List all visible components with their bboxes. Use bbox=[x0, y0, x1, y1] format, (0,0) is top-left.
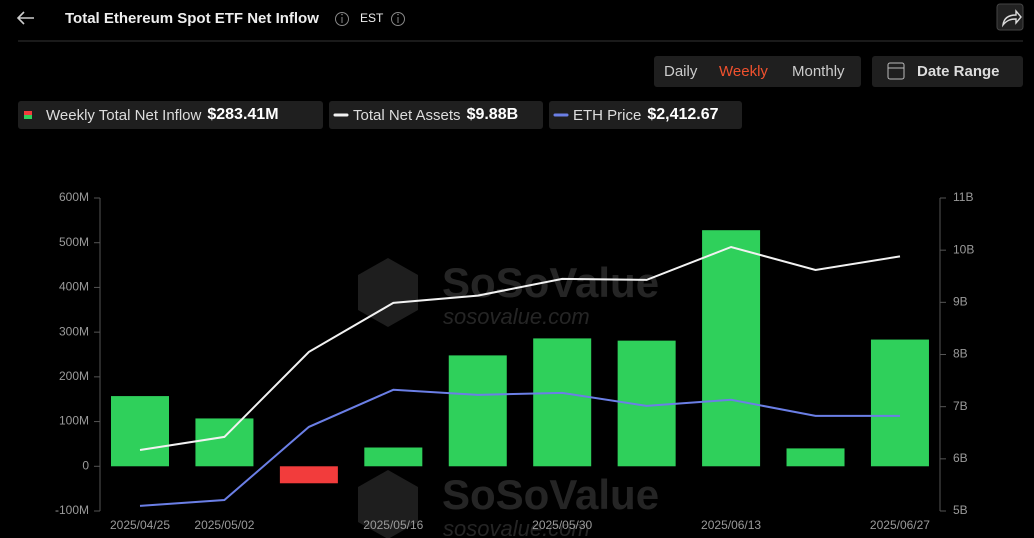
legend-chip bbox=[18, 101, 323, 129]
y2-tick-label: 9B bbox=[953, 295, 968, 309]
y-tick-label: -100M bbox=[55, 503, 89, 517]
period-switcher bbox=[654, 56, 861, 87]
y2-tick-label: 11B bbox=[953, 190, 973, 204]
bar bbox=[364, 447, 423, 467]
bar bbox=[702, 230, 761, 467]
legend-label: Total Net Assets bbox=[353, 107, 461, 124]
x-tick-label: 2025/04/25 bbox=[110, 518, 170, 532]
legend-chip bbox=[549, 101, 742, 129]
x-tick-label: 2025/05/30 bbox=[532, 518, 592, 532]
bar bbox=[279, 466, 338, 484]
info-icon[interactable] bbox=[335, 12, 349, 26]
bar bbox=[111, 396, 169, 467]
y2-tick-label: 5B bbox=[953, 503, 968, 517]
legend-swatch bbox=[24, 115, 32, 119]
y2-tick-label: 10B bbox=[953, 242, 974, 256]
line-series bbox=[139, 245, 901, 451]
bar bbox=[786, 448, 845, 467]
legend-chip bbox=[329, 101, 543, 129]
y-tick-label: 200M bbox=[59, 369, 89, 383]
legend-label: Weekly Total Net Inflow bbox=[46, 107, 202, 124]
legend-label: ETH Price bbox=[573, 107, 641, 124]
x-tick-label: 2025/05/16 bbox=[363, 518, 423, 532]
back-button[interactable] bbox=[16, 11, 34, 25]
bar bbox=[870, 339, 929, 467]
y2-tick-label: 6B bbox=[953, 451, 968, 465]
page-title: Total Ethereum Spot ETF Net Inflow bbox=[65, 10, 319, 27]
y-tick-label: 0 bbox=[82, 458, 89, 472]
watermark-url: sosovalue.com bbox=[443, 304, 590, 329]
watermark: SoSoValue sosovalue.com SoSoValue sosova… bbox=[358, 258, 659, 538]
share-button[interactable] bbox=[996, 3, 1024, 31]
y2-tick-label: 8B bbox=[953, 347, 968, 361]
date-range-label: Date Range bbox=[917, 63, 1000, 80]
period-option[interactable]: Daily bbox=[664, 63, 698, 80]
y-tick-label: 100M bbox=[59, 414, 89, 428]
legend-swatch bbox=[24, 111, 32, 115]
watermark-url: sosovalue.com bbox=[443, 516, 590, 538]
watermark-brand: SoSoValue bbox=[442, 259, 659, 306]
timezone: EST bbox=[360, 11, 384, 25]
bar bbox=[195, 418, 254, 467]
bar bbox=[533, 338, 592, 467]
bar bbox=[448, 355, 507, 467]
y-tick-label: 600M bbox=[59, 190, 89, 204]
legend-value: $9.88B bbox=[467, 106, 519, 123]
y-tick-label: 400M bbox=[59, 280, 89, 294]
legend-value: $283.41M bbox=[207, 106, 278, 123]
x-tick-label: 2025/06/27 bbox=[870, 518, 930, 532]
x-tick-label: 2025/05/02 bbox=[194, 518, 254, 532]
y-tick-label: 300M bbox=[59, 324, 89, 338]
y2-tick-label: 7B bbox=[953, 399, 968, 413]
date-range-button[interactable]: Date Range bbox=[872, 56, 1023, 87]
watermark-brand: SoSoValue bbox=[442, 471, 659, 518]
x-tick-label: 2025/06/13 bbox=[701, 518, 761, 532]
line-series bbox=[139, 388, 900, 507]
period-option[interactable]: Weekly bbox=[719, 63, 768, 80]
period-option[interactable]: Monthly bbox=[792, 63, 845, 80]
y-tick-label: 500M bbox=[59, 235, 89, 249]
info-icon[interactable] bbox=[391, 12, 405, 26]
legend-value: $2,412.67 bbox=[647, 106, 718, 123]
